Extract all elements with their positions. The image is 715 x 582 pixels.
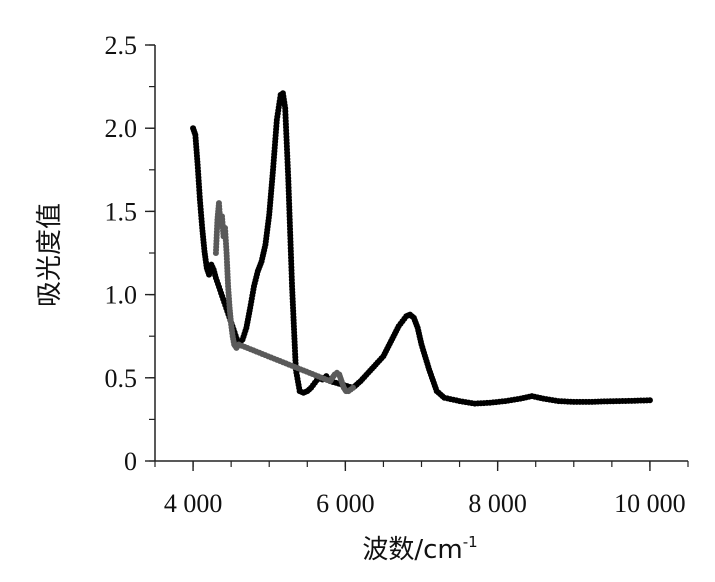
x-tick-label: 6 000 bbox=[316, 489, 375, 518]
y-tick-label: 2.5 bbox=[105, 31, 138, 60]
y-tick-label: 0.5 bbox=[105, 364, 138, 393]
x-ticks: 4 000 6 000 8 000 10 000 bbox=[154, 461, 689, 518]
series-layer bbox=[190, 90, 653, 407]
data-series bbox=[212, 200, 356, 395]
y-ticks: 0 0.5 1.0 1.5 2.0 2.5 bbox=[105, 31, 155, 476]
x-tick-label: 4 000 bbox=[164, 489, 223, 518]
y-tick-label: 2.0 bbox=[105, 114, 138, 143]
x-axis-title-superscript: -1 bbox=[463, 533, 478, 551]
y-tick-label: 0 bbox=[124, 447, 137, 476]
y-tick-label: 1.5 bbox=[105, 197, 138, 226]
x-axis-title: 波数/cm-1 bbox=[362, 533, 477, 565]
y-axis-title: 吸光度值 bbox=[35, 203, 65, 307]
data-point bbox=[349, 384, 356, 391]
x-tick-label: 10 000 bbox=[614, 489, 686, 518]
data-point bbox=[646, 397, 653, 404]
data-series bbox=[190, 90, 653, 407]
y-tick-label: 1.0 bbox=[105, 281, 138, 310]
x-tick-label: 8 000 bbox=[468, 489, 527, 518]
x-axis-title-text: 波数/cm bbox=[362, 535, 462, 565]
